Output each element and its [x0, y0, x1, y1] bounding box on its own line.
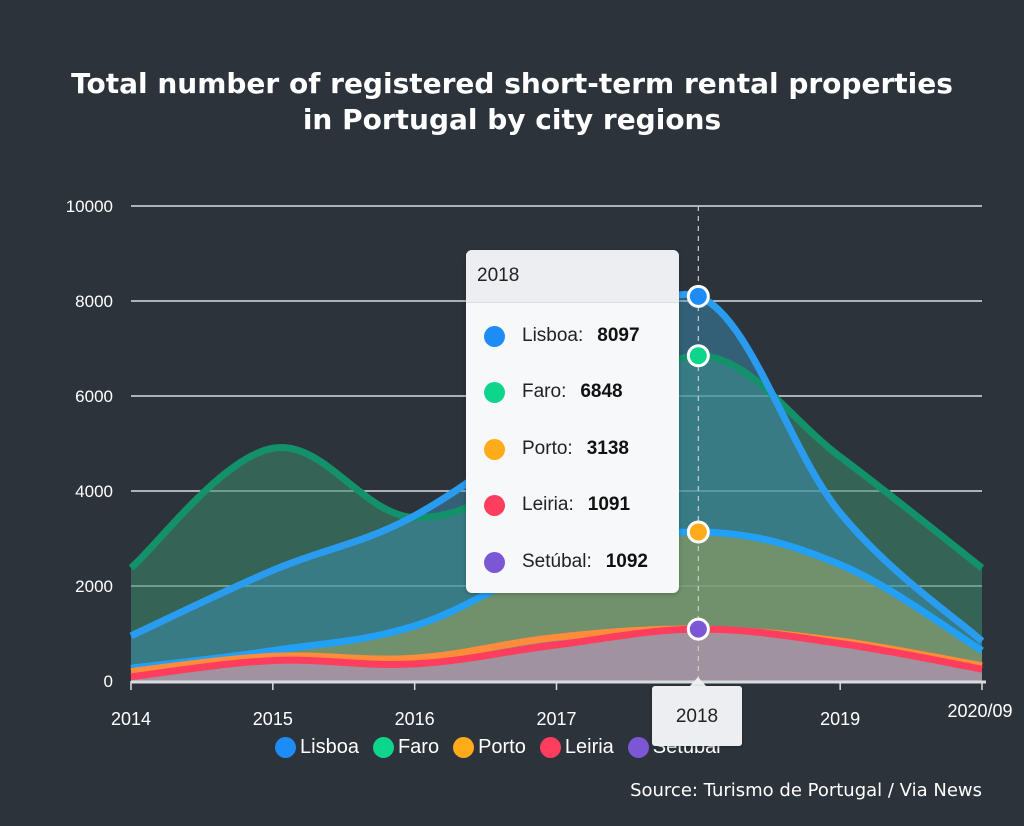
x-axis-pointer-arrow — [689, 677, 707, 687]
legend-item-porto[interactable]: Porto — [453, 736, 526, 759]
y-tick-label: 4000 — [75, 482, 113, 501]
x-axis-pointer-label: 2018 — [652, 686, 742, 746]
x-tick-label: 2014 — [111, 709, 151, 729]
legend-label: Faro — [397, 736, 440, 758]
x-tick-label: 2015 — [253, 709, 293, 729]
faro-legend-icon — [372, 737, 394, 758]
porto-legend-icon — [453, 737, 475, 758]
x-tick-label: 2019 — [820, 709, 860, 729]
lisboa-dot-icon — [484, 325, 505, 347]
tooltip-label: Lisboa: — [522, 325, 584, 346]
tooltip-label: Setúbal: — [522, 551, 592, 572]
tooltip-value: 1092 — [605, 551, 649, 572]
chart-title: Total number of registered short-term re… — [0, 66, 1024, 138]
x-tick-label: 2016 — [395, 709, 435, 729]
tooltip-value: 3138 — [586, 438, 629, 459]
tooltip-row-faro: Faro: 6848 — [484, 377, 623, 407]
marker-setubal[interactable] — [686, 617, 710, 641]
marker-porto[interactable] — [686, 520, 710, 544]
lisboa-legend-icon — [275, 737, 296, 758]
tooltip-value: 1091 — [587, 494, 631, 515]
y-tick-label: 10000 — [66, 197, 113, 216]
legend-label: Leiria — [564, 736, 614, 758]
leiria-legend-icon — [539, 737, 561, 758]
y-tick-label: 8000 — [75, 292, 113, 311]
tooltip-row-leiria: Leiria: 1091 — [484, 490, 630, 520]
tooltip-row-porto: Porto: 3138 — [484, 434, 629, 464]
tooltip-value: 8097 — [597, 325, 640, 346]
setubal-legend-icon — [627, 737, 649, 758]
y-tick-label: 0 — [104, 672, 113, 691]
chart-title-line-1: Total number of registered short-term re… — [71, 67, 953, 100]
legend-item-leiria[interactable]: Leiria — [539, 736, 614, 759]
tooltip-row-lisboa: Lisboa: 8097 — [484, 321, 640, 351]
legend-label: Porto — [478, 736, 526, 758]
marker-lisboa[interactable] — [686, 284, 710, 308]
tooltip: 2018 Lisboa: 8097 Faro: 6848 Porto: 3138… — [466, 250, 679, 593]
y-tick-label: 6000 — [75, 387, 113, 406]
tooltip-row-setubal: Setúbal: 1092 — [484, 547, 648, 577]
setubal-dot-icon — [484, 551, 505, 573]
marker-faro[interactable] — [686, 344, 710, 368]
faro-dot-icon — [484, 381, 505, 403]
legend-item-faro[interactable]: Faro — [372, 736, 440, 759]
y-tick-label: 2000 — [75, 577, 113, 596]
leiria-dot-icon — [484, 494, 505, 516]
area-leiria — [131, 629, 982, 681]
tooltip-header: 2018 — [466, 250, 679, 303]
x-tick-label: 2020/09 — [947, 701, 1012, 721]
tooltip-label: Faro: — [522, 381, 567, 402]
source-note: Source: Turismo de Portugal / Via News — [630, 780, 982, 801]
porto-dot-icon — [484, 438, 505, 460]
line-leiria — [130, 625, 983, 681]
legend-item-lisboa[interactable]: Lisboa — [275, 736, 359, 759]
tooltip-label: Porto: — [522, 438, 573, 459]
chart-title-line-2: in Portugal by city regions — [302, 103, 722, 136]
tooltip-label: Leiria: — [522, 494, 574, 515]
tooltip-value: 6848 — [580, 381, 623, 402]
x-tick-label: 2017 — [536, 709, 576, 729]
legend-label: Lisboa — [300, 736, 359, 758]
